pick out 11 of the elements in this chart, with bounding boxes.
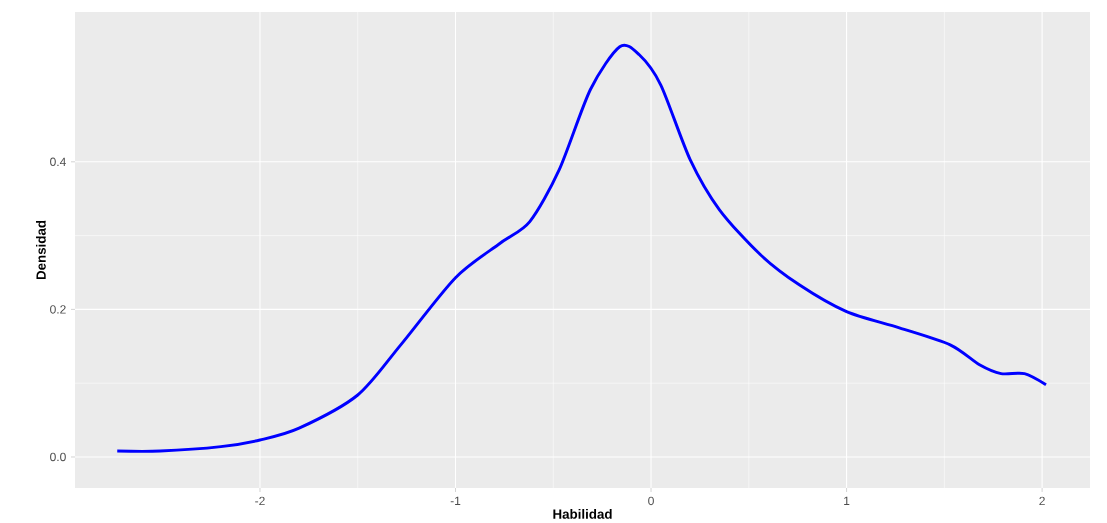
x-tick-label: 2	[1039, 496, 1045, 506]
y-tick-label: 0.4	[50, 157, 66, 167]
x-axis-title: Habilidad	[553, 509, 612, 519]
y-tick-label: 0.0	[50, 452, 66, 462]
line-series	[115, 44, 1048, 453]
y-tick-label: 0.2	[50, 305, 66, 314]
x-tick-label: -2	[255, 496, 265, 506]
x-tick-label: 0	[648, 496, 654, 506]
x-tick-label: 1	[844, 496, 850, 505]
x-tick-label: -1	[450, 496, 461, 505]
y-axis-title: Densidad	[36, 220, 46, 280]
